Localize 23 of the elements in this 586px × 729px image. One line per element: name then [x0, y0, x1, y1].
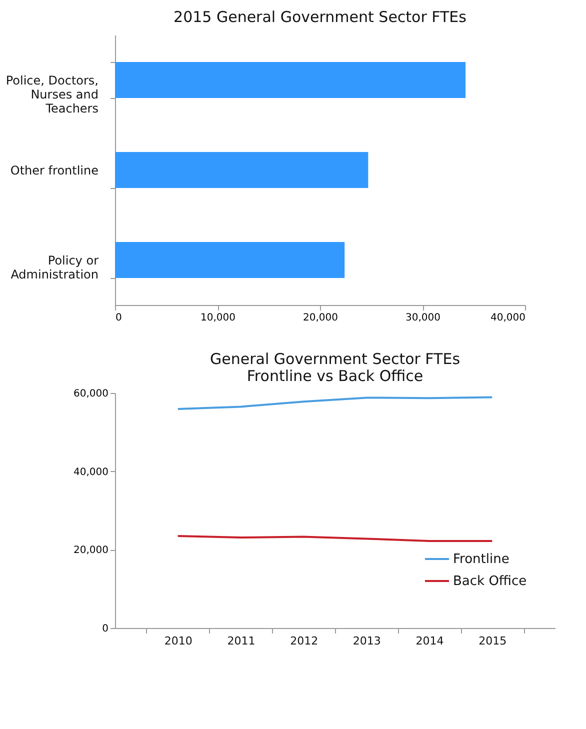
x-tick-label: 2012: [290, 634, 318, 648]
x-tick-label: 2014: [416, 634, 444, 648]
y-tick-label: 60,000: [74, 388, 108, 400]
x-tick-label: 2015: [478, 634, 507, 648]
x-tick-label: 20,000: [303, 312, 338, 324]
x-tick-label: 2013: [352, 634, 381, 648]
chart-title: General Government Sector FTEs Frontline vs Back Office: [210, 350, 460, 385]
line-series: [176, 396, 494, 410]
x-tick-label: 30,000: [406, 312, 440, 324]
y-tick-label: 40,000: [74, 466, 108, 478]
legend-label: Back Office: [453, 574, 527, 589]
x-tick-label: 40,000: [490, 312, 526, 324]
y-tick-label: Policy or Administration: [10, 254, 99, 282]
legend-label: Frontline: [453, 552, 510, 567]
y-tick-label: 0: [102, 624, 108, 634]
chart-title: 2015 General Government Sector FTEs: [174, 8, 467, 26]
y-tick-label: 20,000: [74, 545, 108, 556]
x-tick-label: 0: [116, 312, 122, 324]
x-tick-label: 2010: [164, 634, 192, 648]
y-tick-label: Other frontline: [10, 164, 98, 178]
y-tick-label: Police, Doctors, Nurses and Teachers: [6, 74, 98, 116]
x-tick-label: 2011: [227, 634, 256, 648]
x-tick-label: 10,000: [200, 312, 236, 324]
